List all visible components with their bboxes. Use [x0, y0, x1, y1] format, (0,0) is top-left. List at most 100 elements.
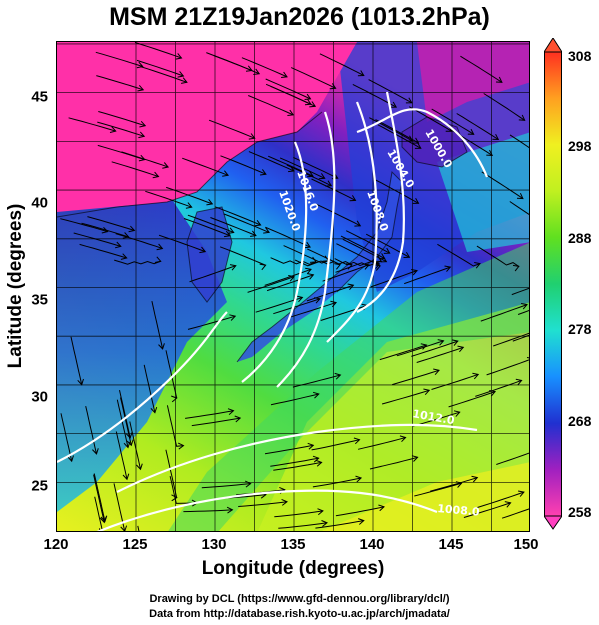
streamline-arrowhead — [156, 243, 164, 251]
streamline — [158, 234, 206, 253]
streamline — [191, 417, 241, 427]
streamline-arrowhead — [281, 498, 288, 506]
streamline-arrowhead — [250, 230, 257, 237]
streamline — [411, 340, 458, 357]
streamline-arrowhead — [99, 516, 107, 524]
streamline-arrowhead — [109, 126, 117, 133]
streamline — [220, 155, 267, 175]
streamline-arrowhead — [378, 504, 385, 512]
streamline-arrowhead — [315, 459, 323, 467]
streamline — [463, 502, 511, 518]
streamline — [265, 226, 311, 248]
streamline-arrowhead — [162, 162, 170, 169]
streamline-arrowhead — [136, 463, 143, 471]
streamline-arrowhead — [403, 251, 411, 258]
streamline-arrowhead — [305, 267, 312, 275]
streamline — [145, 190, 192, 208]
streamline — [379, 344, 427, 361]
streamline — [315, 520, 364, 529]
streamline-arrowhead — [171, 494, 178, 502]
streamline — [368, 79, 413, 104]
streamline — [247, 276, 295, 293]
streamline-arrowhead — [101, 226, 109, 234]
streamline-arrowhead — [227, 227, 235, 234]
streamline — [68, 117, 116, 132]
streamline-arrowhead — [504, 501, 512, 508]
streamline — [111, 161, 159, 177]
streamline-arrowhead — [411, 269, 418, 276]
streamline — [334, 258, 380, 267]
isobars — [57, 91, 489, 531]
streamline-arrowhead — [374, 264, 382, 271]
streamline — [264, 268, 312, 286]
streamline-arrowhead — [304, 99, 312, 106]
colorbar-tick-label: 258 — [568, 504, 592, 520]
streamline-arrowhead — [304, 241, 311, 249]
x-tick-label: 140 — [359, 536, 385, 553]
streamline-arrowhead — [347, 283, 355, 291]
streamline — [183, 218, 231, 237]
streamline-arrowhead — [345, 263, 353, 270]
streamline — [116, 399, 129, 448]
streamline-arrowhead — [457, 345, 465, 353]
streamline — [201, 483, 251, 489]
streamline-arrowhead — [139, 120, 147, 128]
streamline — [289, 302, 337, 318]
map-plot-area: 1016.0 1020.0 1008.0 1004.0 1000.0 1012.… — [56, 41, 530, 532]
streamline — [320, 304, 368, 321]
streamline — [416, 346, 464, 363]
streamline — [283, 245, 329, 264]
streamline-arrowhead — [474, 262, 481, 269]
coastlines — [57, 111, 468, 363]
streamline-arrowhead — [472, 372, 480, 380]
streamline — [278, 522, 328, 529]
streamline-arrowhead — [444, 265, 452, 272]
x-tick-label: 145 — [438, 536, 464, 553]
streamline-arrowhead — [383, 247, 391, 254]
streamline — [335, 260, 382, 273]
streamline — [143, 364, 156, 413]
streamline-arrowhead — [254, 220, 262, 227]
sakhalin-magenta — [417, 42, 529, 122]
streamline-arrowhead — [334, 263, 342, 270]
streamline-arrowhead — [199, 246, 207, 254]
streamline-arrowhead — [128, 225, 136, 233]
streamline — [322, 264, 369, 282]
streamline-arrowhead — [420, 343, 428, 350]
streamline-arrowhead — [260, 169, 267, 176]
streamline-arrowhead — [512, 264, 520, 272]
streamline — [73, 232, 121, 247]
streamline — [404, 266, 451, 285]
streamline-arrowhead — [114, 241, 122, 249]
streamline-arrowhead — [453, 410, 461, 417]
streamline — [370, 270, 418, 288]
streamline-arrowhead — [355, 475, 363, 483]
streamline-arrowhead — [222, 170, 230, 177]
streamline-arrowhead — [136, 61, 144, 69]
streamline — [151, 300, 164, 350]
streamline — [512, 334, 529, 342]
streamline — [340, 235, 385, 259]
streamline-arrowhead — [154, 256, 162, 263]
streamline — [248, 151, 295, 172]
streamline — [79, 243, 127, 259]
streamline — [81, 222, 129, 238]
streamline — [357, 437, 406, 450]
streamline — [483, 93, 525, 121]
streamline-arrowhead — [226, 506, 234, 514]
streamline — [165, 350, 178, 399]
streamline — [414, 482, 462, 497]
y-axis-label: Latitude (degrees) — [5, 203, 26, 369]
streamline-arrowhead — [122, 473, 130, 481]
colorbar — [544, 38, 562, 530]
streamline — [448, 391, 496, 408]
streamline — [93, 473, 106, 522]
streamline — [87, 216, 135, 231]
streamline — [98, 111, 146, 127]
streamline — [115, 431, 128, 480]
streamline-arrowhead — [122, 232, 130, 239]
streamline — [290, 67, 336, 89]
streamline-arrowhead — [304, 93, 312, 100]
streamline — [241, 57, 288, 78]
streamline-arrowhead — [411, 455, 419, 462]
